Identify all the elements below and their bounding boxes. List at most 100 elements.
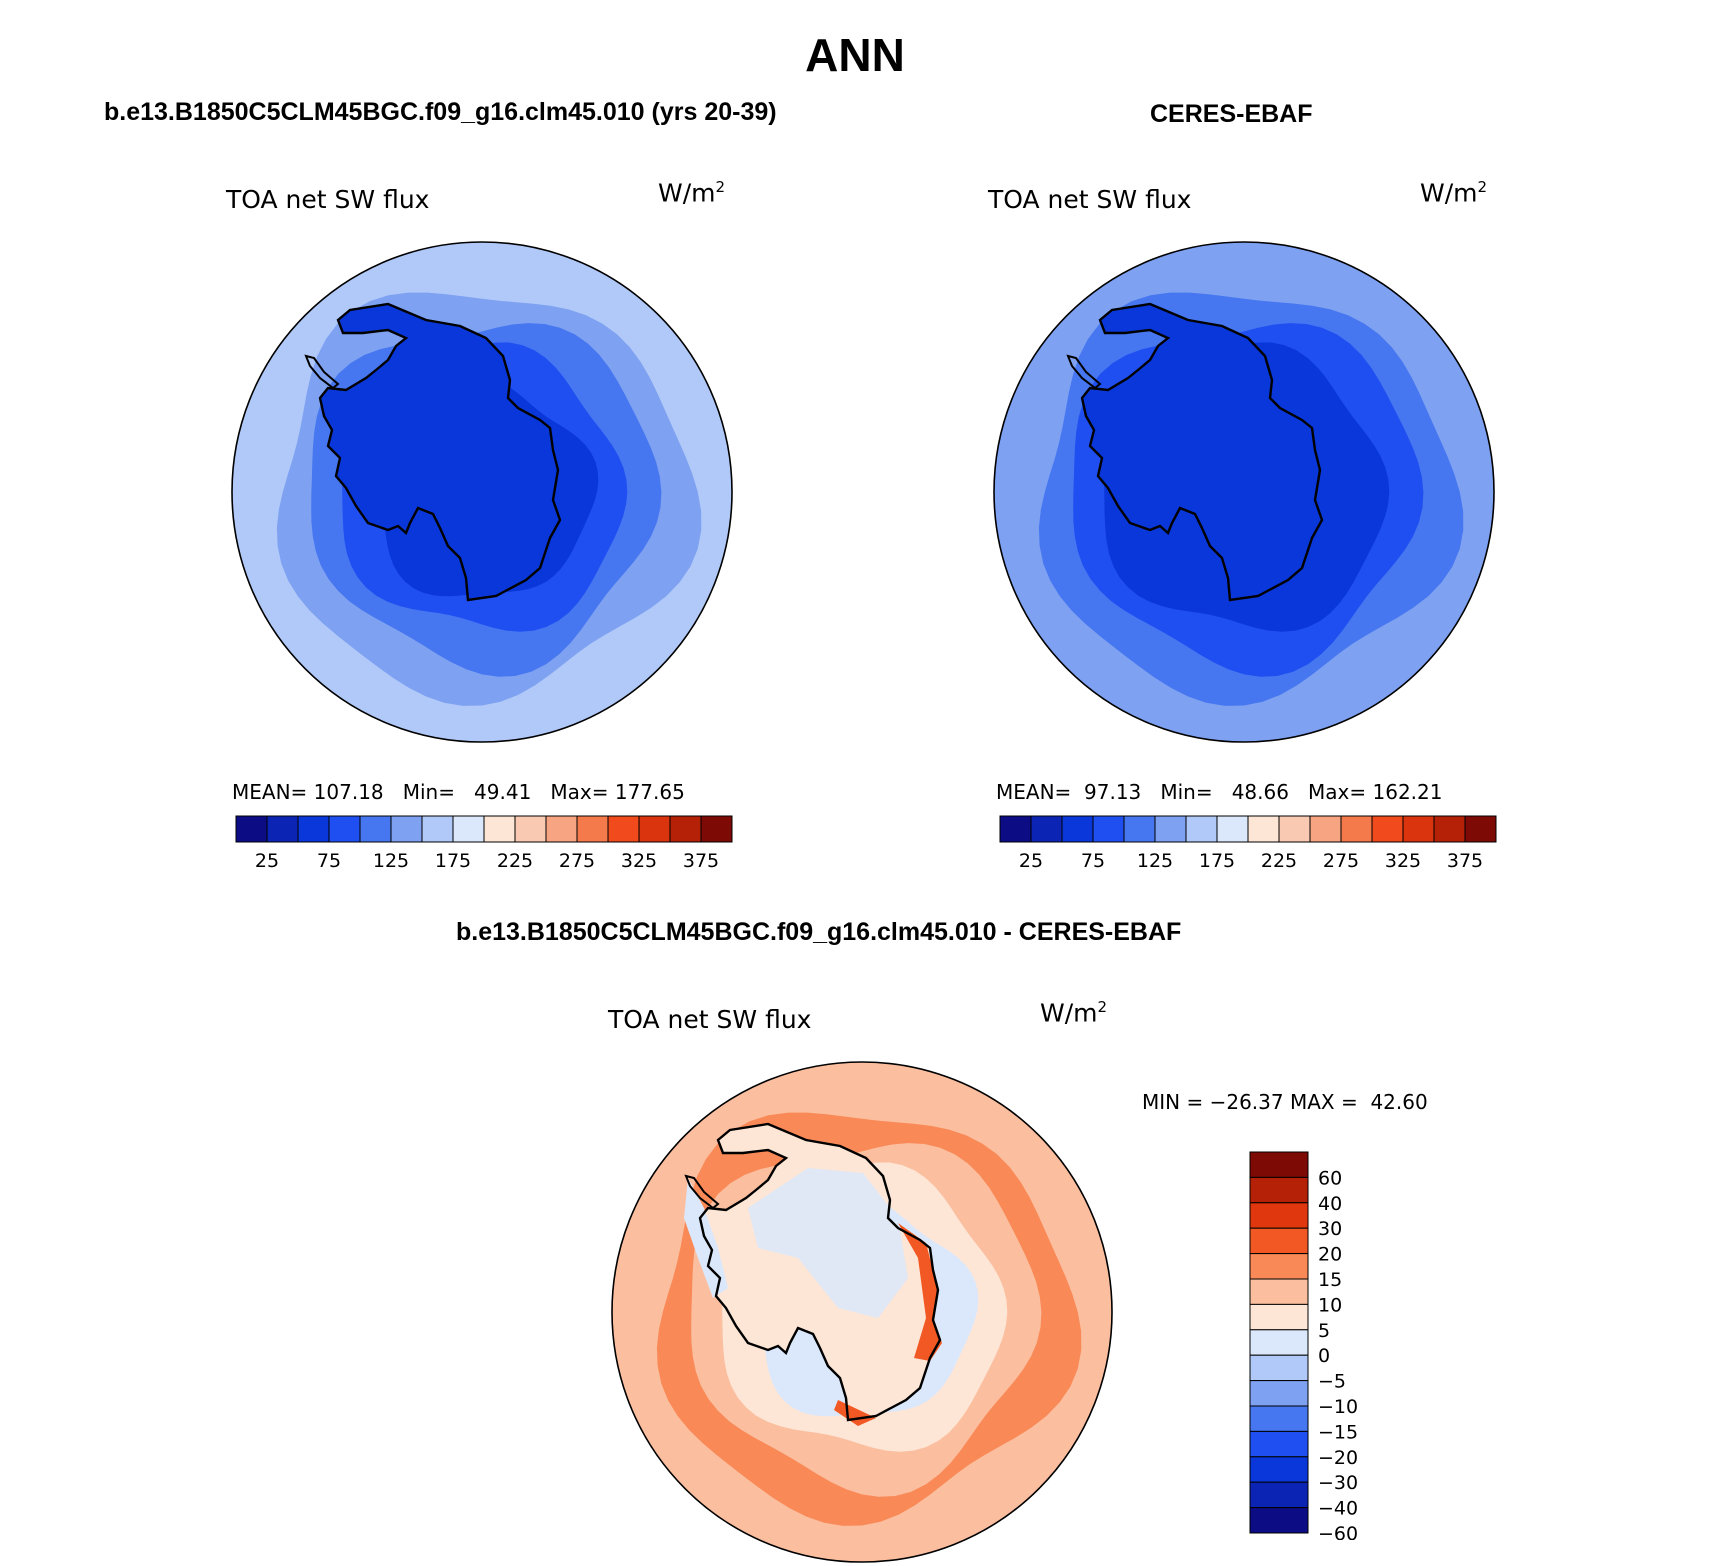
colorbar-tick-label: 275 <box>1323 850 1359 872</box>
colorbar-swatch <box>1249 1253 1309 1280</box>
colorbar-swatch <box>514 815 547 843</box>
colorbar-tick-label: −60 <box>1318 1523 1358 1540</box>
panel1-max-value: 177.65 <box>614 780 685 804</box>
panel2-mean-value: 97.13 <box>1084 780 1142 804</box>
panel3-map <box>611 1061 1113 1563</box>
colorbar-swatch <box>1061 815 1094 843</box>
colorbar-tick-label: 30 <box>1318 1218 1342 1240</box>
colorbar-swatch <box>297 815 330 843</box>
colorbar-swatch <box>1216 815 1249 843</box>
panel2-colorbar: 25 75 125 175 225 275 325 375 <box>999 815 1497 872</box>
colorbar-tick-label: 60 <box>1318 1167 1342 1189</box>
colorbar-tick-label: −10 <box>1318 1396 1358 1418</box>
colorbar-swatch <box>266 815 299 843</box>
colorbar-swatch <box>1249 1202 1309 1229</box>
colorbar-swatch <box>1249 1507 1309 1534</box>
colorbar-swatch <box>483 815 516 843</box>
colorbar-swatch <box>1154 815 1187 843</box>
panel3-min-value: −26.37 <box>1209 1090 1284 1114</box>
colorbar-swatch <box>1247 815 1280 843</box>
panel3-stats: MIN = −26.37 MAX = 42.60 <box>1142 1090 1428 1114</box>
colorbar-tick-label: 375 <box>1447 850 1483 872</box>
colorbar-tick-label: 5 <box>1318 1320 1330 1342</box>
colorbar-swatch <box>607 815 640 843</box>
colorbar-swatch <box>1371 815 1404 843</box>
colorbar-swatch <box>1249 1303 1309 1331</box>
colorbar-tick-label: 10 <box>1318 1294 1342 1316</box>
colorbar-tick-label: 25 <box>1019 850 1043 872</box>
panel2-variable-label: TOA net SW flux <box>988 185 1192 214</box>
colorbar-swatch <box>1433 815 1466 843</box>
panel1-units: W/m2 <box>658 178 726 208</box>
panel1-map-field <box>231 241 733 743</box>
colorbar-swatch <box>1309 815 1342 843</box>
panel1-min-value: 49.41 <box>474 780 532 804</box>
figure-title: ANN <box>805 29 905 81</box>
colorbar-tick-label: −20 <box>1318 1447 1358 1469</box>
colorbar-swatch <box>700 815 733 843</box>
interior-negative-patch <box>748 1168 908 1318</box>
colorbar-swatch <box>390 815 423 843</box>
panel3-title: b.e13.B1850C5CLM45BGC.f09_g16.clm45.010 … <box>456 918 1182 946</box>
colorbar-tick-label: −30 <box>1318 1472 1358 1494</box>
panel1-mean-value: 107.18 <box>313 780 384 804</box>
colorbar-swatch <box>1249 1151 1309 1178</box>
colorbar-tick-label: 275 <box>559 850 595 872</box>
colorbar-tick-label: 325 <box>1385 850 1421 872</box>
panel3-colorbar: 60 40 30 20 15 10 5 0 −5 −10 −15 −20 −30 −40 −60 <box>1249 1151 1358 1540</box>
colorbar-swatch <box>1464 815 1497 843</box>
colorbar-tick-label: 75 <box>317 850 341 872</box>
colorbar-swatch <box>669 815 702 843</box>
colorbar-tick-label: 20 <box>1318 1244 1342 1266</box>
colorbar-tick-label: 325 <box>621 850 657 872</box>
colorbar-tick-label: 375 <box>683 850 719 872</box>
panel2-map-field <box>993 241 1495 743</box>
colorbar-swatch <box>1249 1278 1309 1305</box>
colorbar-tick-label: 15 <box>1318 1269 1342 1291</box>
colorbar-swatch <box>1092 815 1125 843</box>
panel2-title: CERES-EBAF <box>1150 100 1313 128</box>
colorbar-tick-label: 175 <box>1199 850 1235 872</box>
panel3-map-field <box>611 1061 1113 1563</box>
colorbar-swatch <box>1249 1481 1309 1509</box>
panel3-max-value: 42.60 <box>1370 1090 1428 1114</box>
panel2-map <box>993 241 1495 743</box>
colorbar-swatch <box>1249 1430 1309 1458</box>
colorbar-tick-label: −40 <box>1318 1498 1358 1520</box>
colorbar-swatch <box>1249 1456 1309 1483</box>
peninsula-coastline <box>1066 354 1102 390</box>
panel3-units: W/m2 <box>1040 998 1108 1028</box>
antarctica-coastline <box>698 1122 942 1422</box>
colorbar-swatch <box>359 815 392 843</box>
panel1-title: b.e13.B1850C5CLM45BGC.f09_g16.clm45.010 … <box>104 98 777 126</box>
peninsula-coastline <box>684 1174 720 1210</box>
colorbar-tick-label: 25 <box>255 850 279 872</box>
panel2-min-value: 48.66 <box>1231 780 1289 804</box>
colorbar-tick-label: 75 <box>1081 850 1105 872</box>
colorbar-swatch <box>1249 1354 1309 1382</box>
panel1-map <box>231 241 733 743</box>
map-boundary <box>993 241 1495 743</box>
colorbar-swatch <box>1185 815 1218 843</box>
colorbar-tick-label: −15 <box>1318 1421 1358 1443</box>
panel2-stats: MEAN= 97.13 Min= 48.66 Max= 162.21 <box>996 780 1443 804</box>
colorbar-swatch <box>1249 1176 1309 1204</box>
colorbar-swatch <box>999 815 1032 843</box>
colorbar-tick-label: 225 <box>1261 850 1297 872</box>
peninsula-coastline <box>304 354 340 390</box>
colorbar-swatch <box>328 815 361 843</box>
colorbar-tick-label: 125 <box>1137 850 1173 872</box>
colorbar-swatch <box>452 815 485 843</box>
colorbar-swatch <box>1030 815 1063 843</box>
colorbar-swatch <box>1402 815 1435 843</box>
panel3-variable-label: TOA net SW flux <box>608 1005 812 1034</box>
colorbar-swatch <box>421 815 454 843</box>
colorbar-swatch <box>576 815 609 843</box>
colorbar-swatch <box>1249 1380 1309 1407</box>
colorbar-tick-label: 0 <box>1318 1345 1330 1367</box>
colorbar-swatch <box>1340 815 1373 843</box>
panel1-variable-label: TOA net SW flux <box>226 185 430 214</box>
colorbar-swatch <box>1249 1405 1309 1432</box>
coastal-positive-band <box>898 1223 942 1361</box>
colorbar-tick-label: 40 <box>1318 1193 1342 1215</box>
